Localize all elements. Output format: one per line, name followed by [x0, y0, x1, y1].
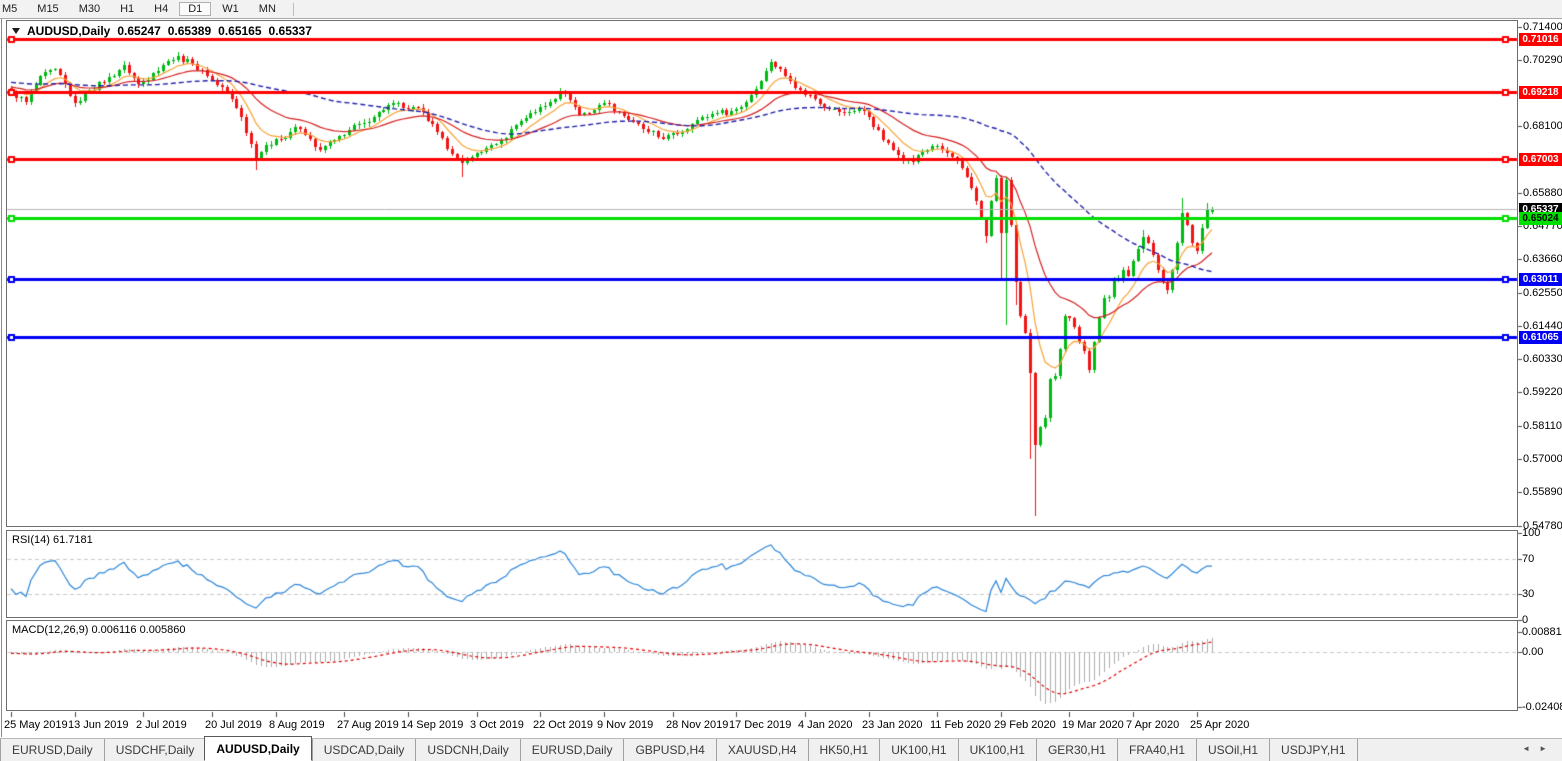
ohlc-open: 0.65247 [117, 24, 161, 38]
timeframe-button-h1[interactable]: H1 [120, 3, 135, 15]
price-axis-label: 0.60330 [1523, 353, 1562, 366]
chart-title-row: AUDUSD,Daily 0.65247 0.65389 0.65165 0.6… [12, 24, 319, 38]
tab-scroll-left-icon[interactable]: ◄ [1522, 744, 1540, 753]
timeframe-button-d1[interactable]: D1 [179, 2, 212, 16]
macd-indicator-label: MACD(12,26,9) 0.006116 0.005860 [12, 624, 186, 636]
date-axis-label: 29 Feb 2020 [994, 719, 1056, 731]
price-axis-label: 0.68100 [1523, 120, 1562, 132]
timeframe-button-m5[interactable]: M5 [2, 3, 18, 15]
price-axis-label: 0.70290 [1523, 54, 1562, 67]
macd-current-values: 0.006116 0.005860 [91, 624, 186, 636]
toolbar-separator [292, 2, 294, 16]
chart-tab-hk50-h1[interactable]: HK50,H1 [807, 739, 880, 761]
price-line-label-0.63011: 0.63011 [1519, 272, 1562, 286]
price-axis-label: 0.54780 [1523, 519, 1562, 532]
price-line-label-0.71016: 0.71016 [1519, 32, 1562, 46]
timeframe-button-m30[interactable]: M30 [78, 3, 101, 15]
chart-tab-eurusd-daily[interactable]: EURUSD,Daily [0, 739, 104, 761]
rsi-axis-label: 30 [1522, 587, 1535, 600]
chart-tab-usdcad-daily[interactable]: USDCAD,Daily [311, 739, 416, 761]
price-line-label-0.65024: 0.65024 [1519, 212, 1562, 226]
date-axis-label: 25 May 2019 [4, 719, 68, 731]
date-axis-label: 7 Apr 2020 [1126, 719, 1180, 731]
macd-axis-label: -0.02408 [1522, 700, 1562, 713]
chart-tab-usoil-h1[interactable]: USOil,H1 [1196, 739, 1269, 761]
chart-tab-eurusd-daily[interactable]: EURUSD,Daily [519, 739, 624, 761]
date-axis-label: 14 Sep 2019 [401, 719, 464, 731]
chart-symbol-title: AUDUSD,Daily [27, 24, 111, 38]
rsi-axis-label: 0 [1522, 614, 1529, 626]
price-line-label-0.67003: 0.67003 [1519, 152, 1562, 166]
date-axis-label: 13 Jun 2019 [68, 719, 129, 731]
chart-tab-usdchf-daily[interactable]: USDCHF,Daily [103, 739, 206, 761]
date-axis-label: 8 Aug 2019 [269, 719, 325, 731]
date-axis-label: 19 Mar 2020 [1062, 719, 1124, 731]
timeframe-toolbar: M5 M15 M30 H1 H4 D1 W1 MN [0, 0, 1562, 19]
tab-scroll-arrows: ◄► [1522, 744, 1556, 753]
chart-tab-fra40-h1[interactable]: FRA40,H1 [1116, 739, 1196, 761]
price-line-label-0.61065: 0.61065 [1519, 331, 1562, 345]
macd-axis-label: 0.008815 [1522, 625, 1562, 638]
timeframe-button-w1[interactable]: W1 [222, 3, 239, 15]
date-axis-label: 20 Jul 2019 [205, 719, 262, 731]
chart-tab-gbpusd-h4[interactable]: GBPUSD,H4 [623, 739, 715, 761]
price-axis-label: 0.71400 [1523, 21, 1562, 33]
chart-tab-usdcnh-daily[interactable]: USDCNH,Daily [415, 739, 519, 761]
chart-tab-uk100-h1[interactable]: UK100,H1 [879, 739, 957, 761]
date-axis-label: 9 Nov 2019 [597, 719, 654, 731]
rsi-current-value: 61.7181 [52, 534, 93, 546]
macd-axis-label: 0.00 [1522, 646, 1544, 658]
date-axis-label: 11 Feb 2020 [930, 719, 991, 731]
rsi-axis-label: 100 [1522, 527, 1541, 539]
ohlc-low: 0.65165 [218, 24, 262, 38]
price-line-label-0.69218: 0.69218 [1519, 86, 1562, 100]
rsi-axis-label: 70 [1522, 553, 1535, 566]
date-axis-label: 4 Jan 2020 [798, 719, 853, 731]
date-axis-label: 23 Jan 2020 [862, 719, 923, 731]
price-axis-label: 0.58110 [1523, 419, 1562, 432]
date-axis-label: 28 Nov 2019 [666, 719, 729, 731]
timeframe-button-mn[interactable]: MN [258, 3, 276, 15]
date-axis-label: 3 Oct 2019 [470, 719, 524, 731]
ohlc-high: 0.65389 [167, 24, 212, 38]
price-axis-label: 0.63660 [1523, 253, 1562, 266]
date-axis-label: 17 Dec 2019 [729, 719, 792, 731]
chart-tab-bar: EURUSD,Daily USDCHF,Daily AUDUSD,Daily USDC… [0, 736, 1562, 761]
chart-tab-audusd-daily[interactable]: AUDUSD,Daily [204, 736, 312, 761]
chart-tab-usdjpy-h1[interactable]: USDJPY,H1 [1269, 739, 1358, 761]
price-axis-label: 0.55890 [1523, 486, 1562, 499]
symbol-dropdown-icon[interactable] [12, 28, 20, 34]
price-axis-label: 0.62550 [1523, 286, 1562, 299]
timeframe-button-m15[interactable]: M15 [37, 3, 59, 15]
tab-scroll-right-icon[interactable]: ► [1539, 744, 1556, 753]
price-axis-label: 0.61440 [1523, 319, 1562, 332]
chart-tab-ger30-h1[interactable]: GER30,H1 [1035, 739, 1117, 761]
date-axis-label: 22 Oct 2019 [533, 719, 593, 731]
date-axis-label: 25 Apr 2020 [1190, 719, 1250, 731]
timeframe-button-h4[interactable]: H4 [154, 3, 169, 15]
ohlc-close: 0.65337 [268, 24, 312, 38]
rsi-indicator-label: RSI(14) 61.7181 [12, 534, 93, 546]
chart-tab-xauusd-h4[interactable]: XAUUSD,H4 [715, 739, 808, 761]
price-axis-label: 0.59220 [1523, 386, 1562, 399]
date-axis-label: 2 Jul 2019 [136, 719, 187, 731]
price-axis-label: 0.65880 [1523, 186, 1562, 199]
price-axis-label: 0.57000 [1523, 453, 1562, 465]
chart-tab-uk100-h1[interactable]: UK100,H1 [957, 739, 1036, 761]
date-axis-label: 27 Aug 2019 [337, 719, 399, 731]
